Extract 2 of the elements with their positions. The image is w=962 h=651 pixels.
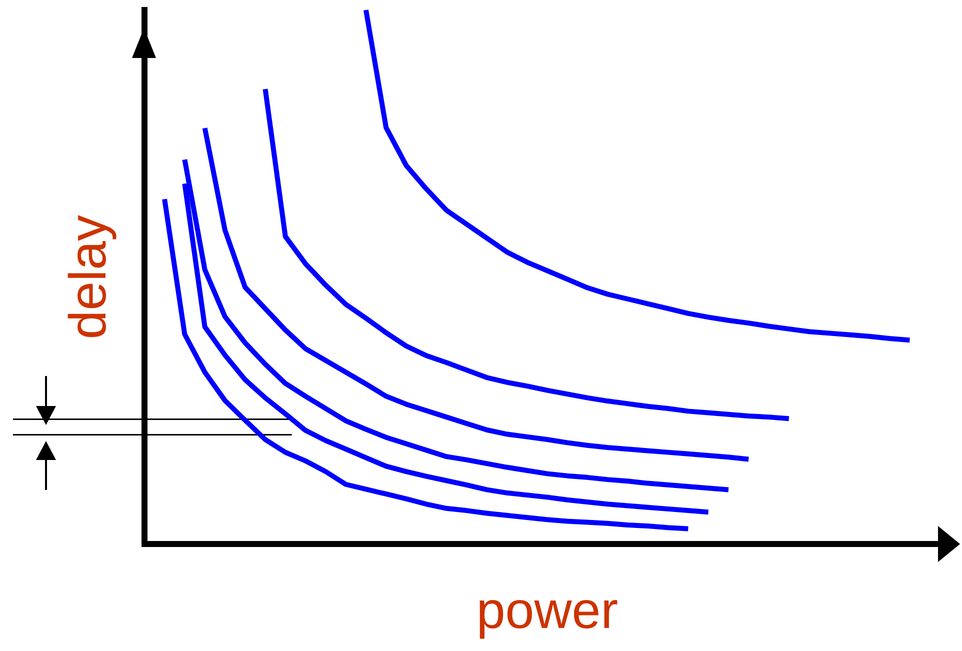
x-axis-title: power [476, 582, 618, 640]
y-axis-title: delay [60, 214, 118, 340]
